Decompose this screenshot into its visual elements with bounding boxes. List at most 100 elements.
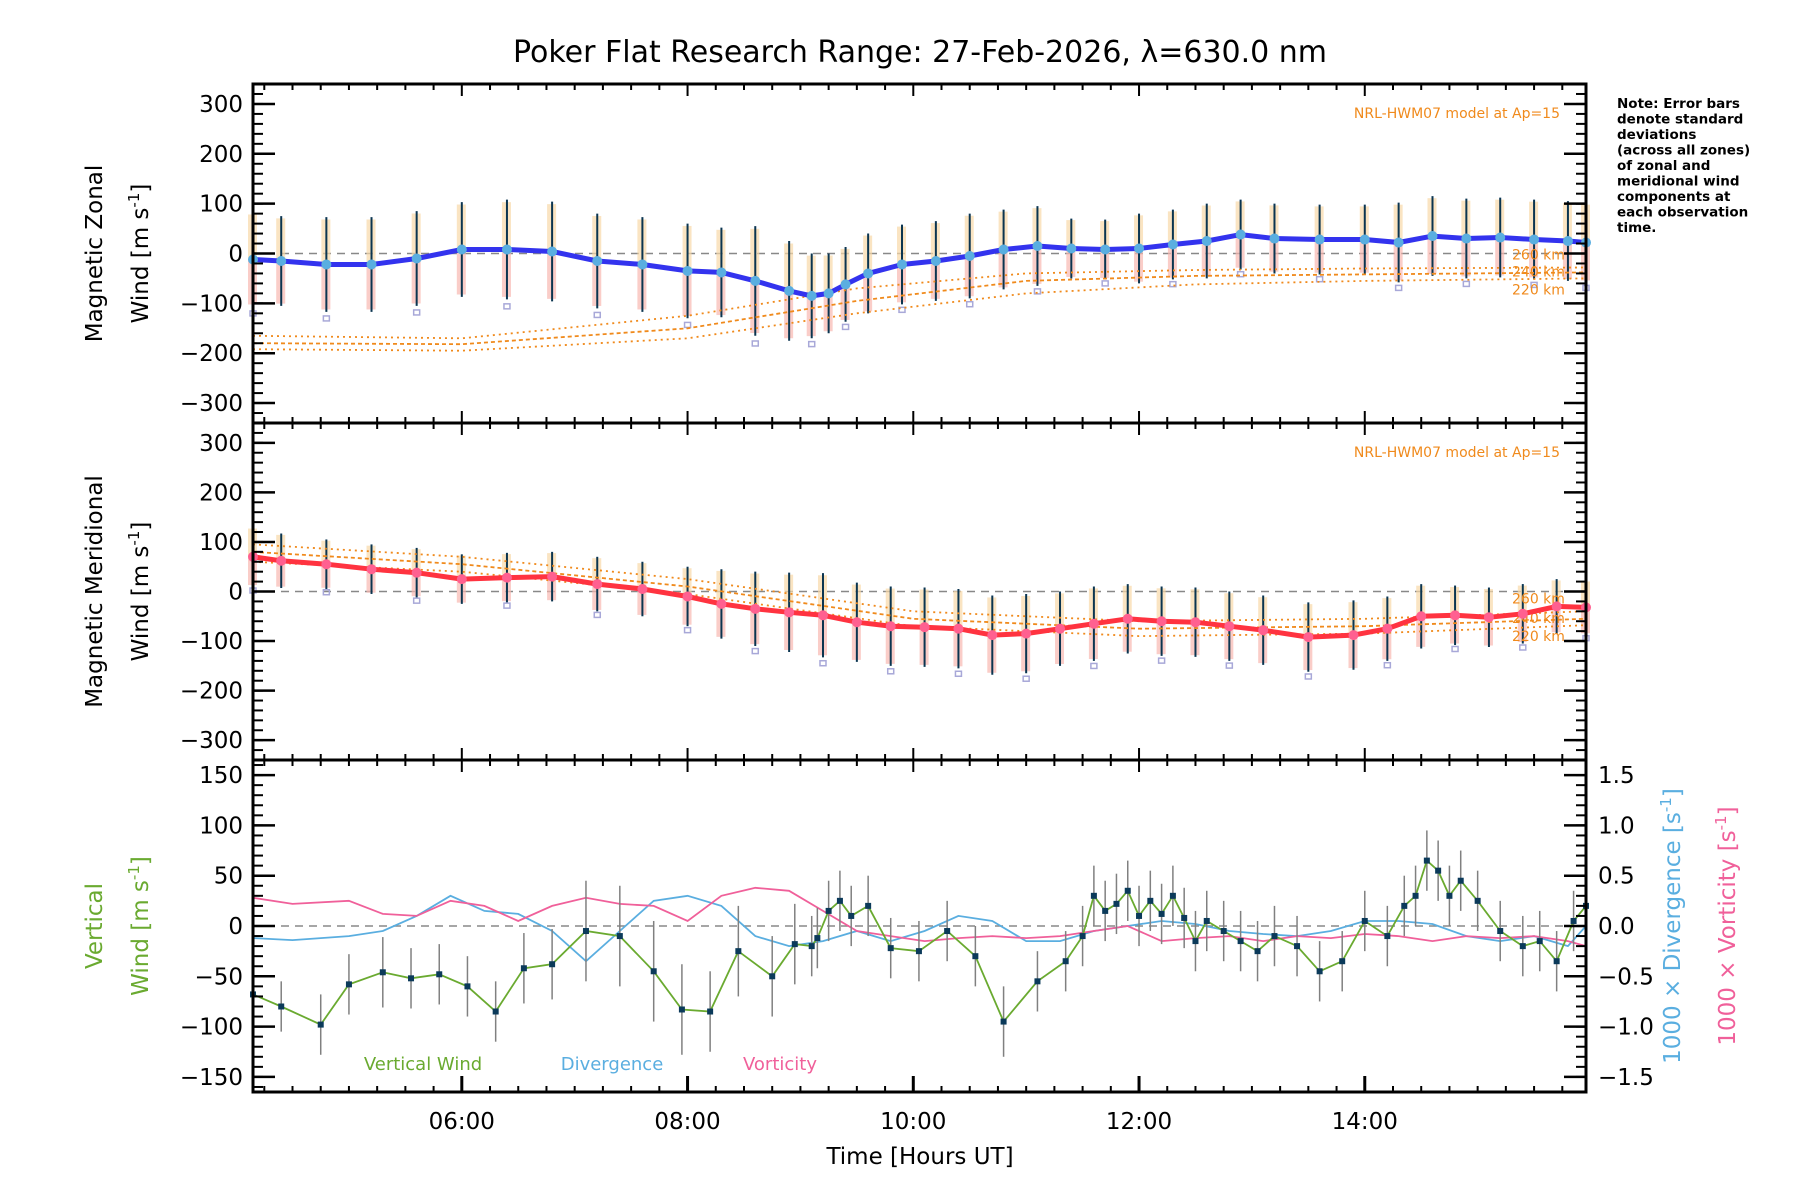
data-point [791,941,798,948]
note-line: each observation [1617,205,1748,221]
zone-point [322,315,331,322]
y-tick-label: −100 [180,291,243,317]
data-point [321,259,332,270]
data-point [1271,933,1278,940]
legend-item: Vorticity [743,1054,817,1075]
y-tick-label: −150 [180,1065,243,1091]
data-point [1167,239,1178,250]
data-point [637,259,648,270]
data-point [1124,887,1131,894]
zone-point [886,668,895,675]
y2-tick-label: 0.5 [1598,864,1635,890]
zone-point [807,340,816,348]
data-point [678,1006,685,1013]
y-axis-label-line1: Magnetic Zonal [82,165,108,343]
data-point [379,969,386,976]
vorticity-line [252,886,1587,947]
zone-point [683,626,692,634]
x-tick-label: 08:00 [654,1109,720,1135]
model-line [252,271,1587,346]
vertical-wind-line [252,858,1587,1026]
data-point [1258,625,1269,636]
data-point [345,981,352,988]
zone-point [751,647,760,655]
data-point [1122,613,1133,624]
data-point [1136,912,1143,919]
data-point [1536,938,1543,945]
data-point [1021,628,1032,639]
legend-item: Vertical Wind [364,1054,482,1075]
data-point [547,571,558,582]
zone-point [1169,280,1177,288]
zone-point [1519,644,1527,651]
data-point [1269,233,1280,244]
data-point [1088,618,1099,629]
x-tick-label: 14:00 [1332,1109,1398,1135]
data-point [650,968,657,975]
data-point [276,555,287,566]
note-line: (across all zones) [1617,143,1750,159]
y-tick-label: −100 [180,1015,243,1041]
data-point [769,973,776,980]
model-line [252,266,1587,340]
zone-point [593,611,602,619]
zone-point [1236,270,1245,278]
data-point [592,579,603,590]
data-point [317,1021,324,1028]
data-point [1461,233,1472,244]
data-point [1220,928,1227,935]
data-point [682,591,693,602]
data-point [1113,900,1120,907]
data-point [456,244,467,255]
zone-point [1383,661,1392,669]
y-tick-label: 50 [214,864,243,890]
data-point [1474,897,1481,904]
zone-point [1225,662,1234,669]
data-point [964,250,975,261]
model-altitude-label: 260 km [1512,247,1565,263]
zone-point [841,323,850,331]
data-point [501,572,512,583]
divergence-line [252,894,1587,963]
zone-point [1451,645,1459,653]
y2-tick-label: −1.0 [1598,1015,1654,1041]
zone-point [1090,662,1098,670]
data-point [1032,241,1043,252]
data-point [411,253,422,264]
data-point [1201,236,1212,247]
data-point [1382,623,1393,634]
x-axis-label: Time [Hours UT] [825,1144,1013,1170]
data-point [501,244,512,255]
note-line: deviations [1617,127,1696,143]
note-line: time. [1617,220,1656,236]
y-tick-label: −200 [180,341,243,367]
data-point [919,622,930,633]
data-point [1457,877,1464,884]
data-point [616,933,623,940]
y-tick-label: −300 [180,391,243,417]
data-point [817,610,828,621]
data-point [1519,943,1526,950]
data-point [716,267,727,278]
y-tick-label: 0 [228,242,243,268]
data-point [1169,892,1176,899]
data-point [411,567,422,578]
y-tick-label: 0 [228,580,243,606]
data-point [836,897,843,904]
data-point [408,975,415,982]
data-point [1147,897,1154,904]
data-point [1190,617,1201,628]
zone-point [683,321,692,329]
y-tick-label: 200 [199,142,243,168]
y-axis-label-line1: Magnetic Meridional [82,475,108,708]
x-tick-label: 06:00 [429,1109,495,1135]
data-point [1316,968,1323,975]
zone-point [1033,288,1042,295]
model-label: NRL-HWM07 model at Ap=15 [1354,445,1560,461]
data-point [1495,232,1506,243]
zone-point [1315,275,1324,283]
data-point [682,265,693,276]
data-point [1553,958,1560,965]
data-point [1224,621,1235,632]
data-point [1339,958,1346,965]
